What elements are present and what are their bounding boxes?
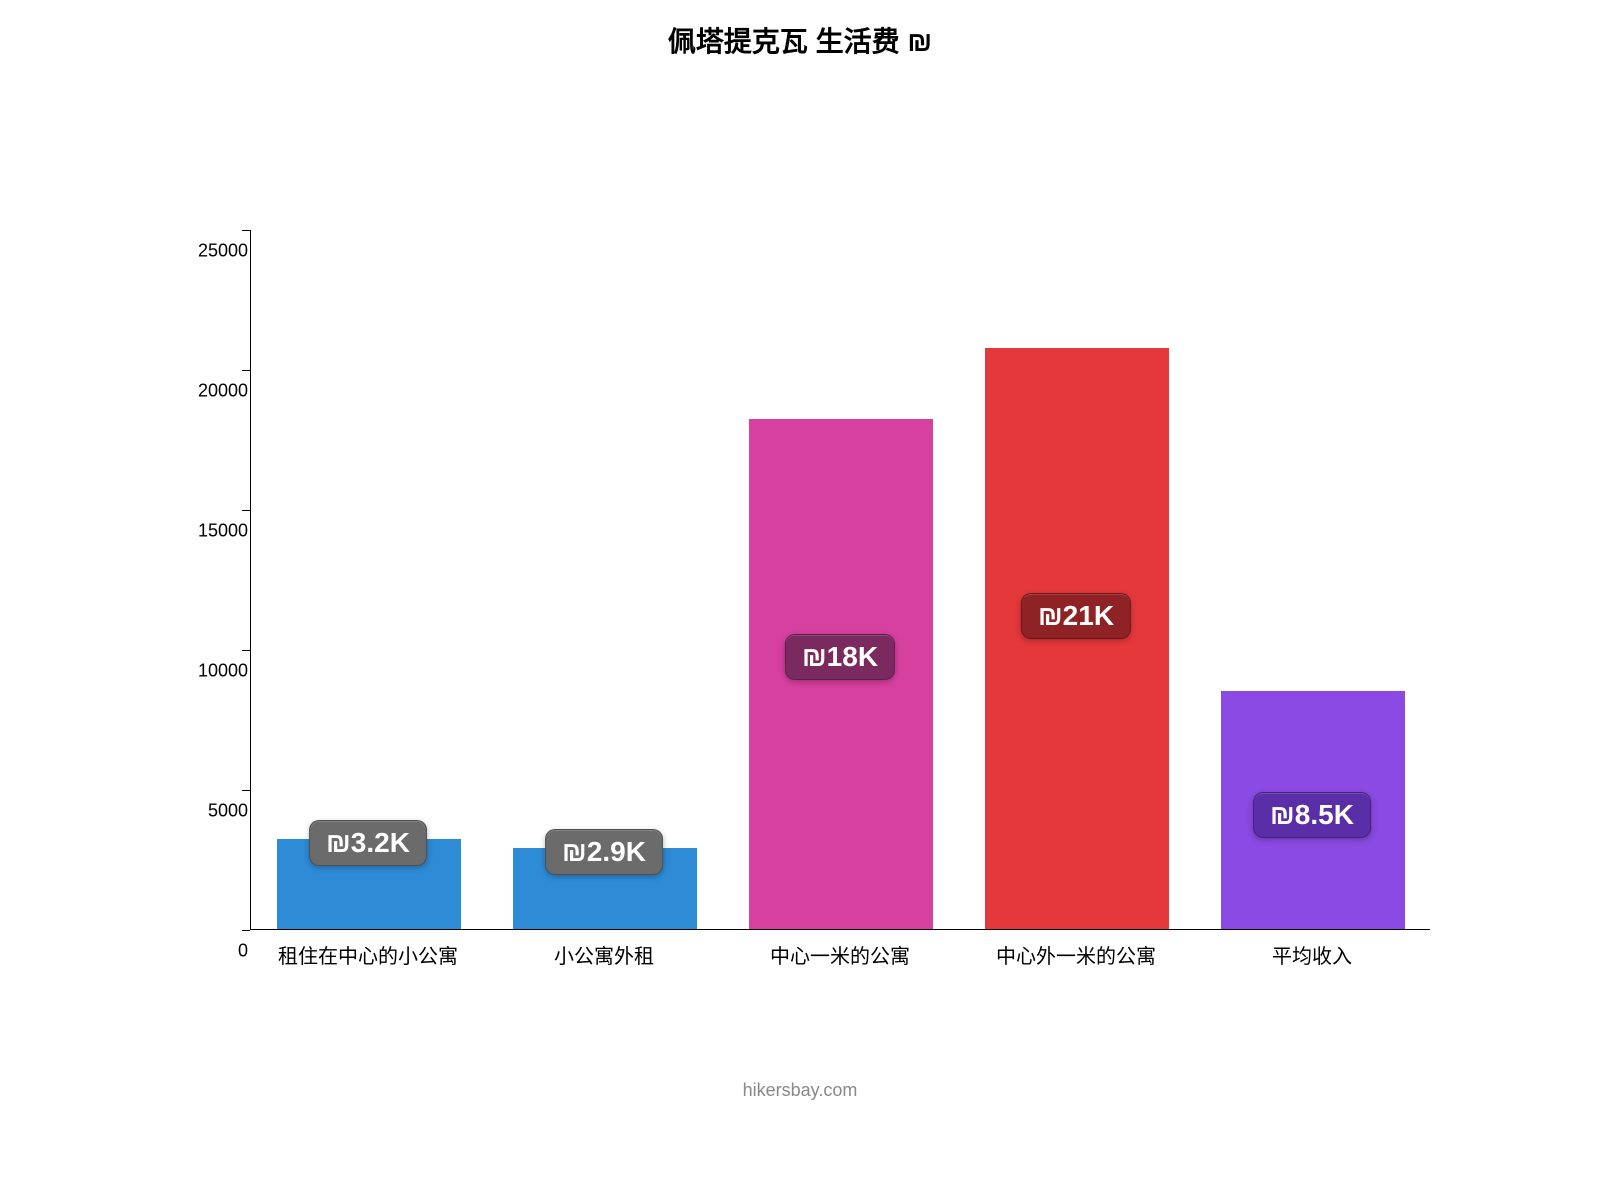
value-badge: ₪21K: [1021, 593, 1131, 639]
chart-title: 佩塔提克瓦 生活费 ₪: [0, 20, 1600, 60]
value-badge: ₪2.9K: [545, 829, 663, 875]
y-tick-mark: [242, 230, 250, 231]
x-tick-label: 租住在中心的小公寓: [250, 940, 486, 969]
y-tick-label: 5000: [160, 801, 248, 822]
y-tick-mark: [242, 370, 250, 371]
value-badge: ₪8.5K: [1253, 792, 1371, 838]
x-tick-label: 中心外一米的公寓: [958, 940, 1194, 969]
y-tick-label: 15000: [160, 521, 248, 542]
y-tick-label: 20000: [160, 381, 248, 402]
x-tick-label: 小公寓外租: [486, 940, 722, 969]
chart-stage: 佩塔提克瓦 生活费 ₪ 0 5000 10000 15000 20000 25000 租住…: [0, 0, 1600, 1200]
chart-area: 0500010000150002000025000 租住在中心的小公寓小公寓外租…: [160, 140, 1440, 950]
credit-text: hikersbay.com: [0, 1080, 1600, 1101]
x-tick-label: 平均收入: [1194, 940, 1430, 969]
value-badge: ₪3.2K: [309, 820, 427, 866]
y-tick-label: 25000: [160, 241, 248, 262]
x-tick-label: 中心一米的公寓: [722, 940, 958, 969]
value-badge: ₪18K: [785, 634, 895, 680]
y-tick-label: 0: [160, 941, 248, 962]
y-tick-mark: [242, 790, 250, 791]
y-tick-label: 10000: [160, 661, 248, 682]
y-tick-mark: [242, 930, 250, 931]
y-tick-mark: [242, 510, 250, 511]
y-tick-mark: [242, 650, 250, 651]
